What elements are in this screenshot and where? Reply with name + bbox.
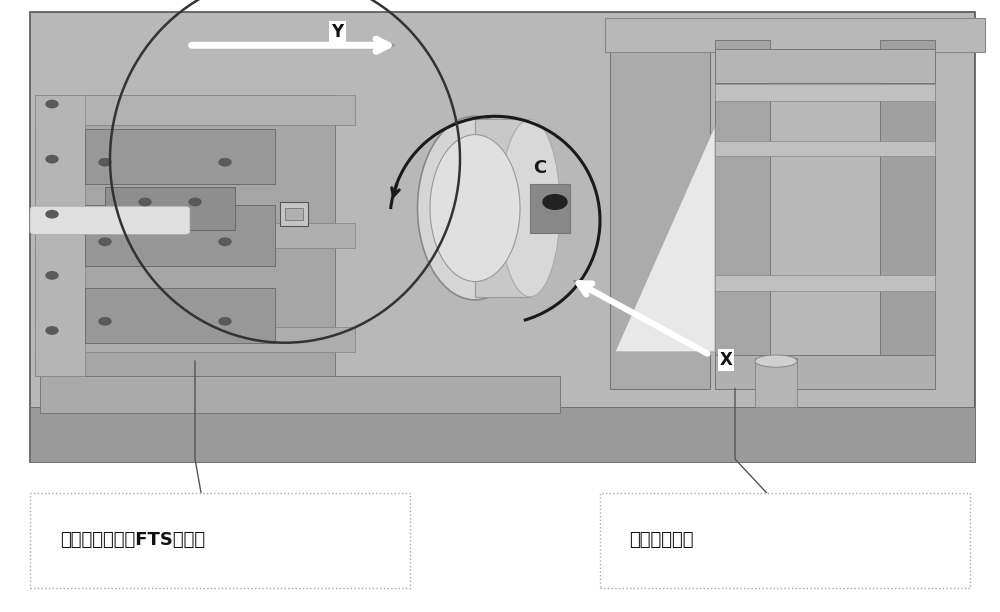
Text: X: X	[720, 351, 732, 369]
Bar	[85, 205, 275, 266]
Bar	[30, 12, 975, 462]
Circle shape	[46, 327, 58, 334]
Bar	[605, 18, 985, 52]
Bar	[30, 407, 975, 462]
Ellipse shape	[755, 355, 797, 367]
Bar	[475, 119, 530, 297]
Bar	[715, 40, 770, 389]
Ellipse shape	[500, 119, 560, 297]
Bar	[530, 184, 570, 233]
Bar	[85, 129, 275, 184]
Circle shape	[219, 318, 231, 325]
Bar	[35, 95, 85, 376]
Bar	[755, 358, 797, 407]
Circle shape	[139, 198, 151, 206]
Bar	[285, 208, 303, 220]
Bar	[715, 141, 935, 156]
Text: Y: Y	[331, 23, 344, 41]
Bar	[40, 376, 560, 413]
Bar	[715, 49, 935, 83]
Circle shape	[46, 155, 58, 163]
Bar	[715, 355, 935, 389]
Bar	[280, 202, 308, 226]
Polygon shape	[615, 125, 715, 352]
Bar	[85, 288, 275, 343]
FancyBboxPatch shape	[30, 206, 190, 234]
Circle shape	[99, 238, 111, 245]
Circle shape	[99, 318, 111, 325]
Bar	[715, 84, 935, 101]
Bar	[105, 187, 235, 230]
Circle shape	[99, 159, 111, 166]
Bar	[715, 275, 935, 291]
Bar	[35, 223, 355, 248]
FancyBboxPatch shape	[600, 493, 970, 588]
Circle shape	[219, 238, 231, 245]
Circle shape	[219, 159, 231, 166]
Bar	[35, 327, 355, 352]
Ellipse shape	[430, 135, 520, 282]
Circle shape	[46, 100, 58, 108]
Bar	[880, 40, 935, 389]
Text: 快速刀具伺服（FTS）机构: 快速刀具伺服（FTS）机构	[60, 531, 206, 549]
Text: C: C	[533, 159, 547, 177]
Circle shape	[46, 272, 58, 279]
Bar	[610, 40, 710, 389]
Circle shape	[46, 211, 58, 218]
Bar	[35, 95, 355, 125]
Bar	[35, 95, 335, 376]
FancyBboxPatch shape	[30, 493, 410, 588]
Circle shape	[189, 198, 201, 206]
Text: 被加工的工件: 被加工的工件	[630, 531, 694, 549]
Circle shape	[543, 195, 567, 209]
Ellipse shape	[418, 116, 532, 300]
